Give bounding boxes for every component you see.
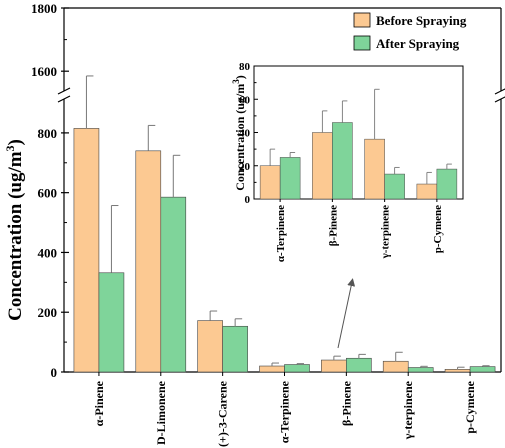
chart-legend: Before Spraying After Spraying [353,12,467,51]
legend-label-after: After Spraying [376,36,460,51]
bar-after-spraying [284,364,310,373]
inset-x-category-label: β-Pinene [327,205,339,246]
inset-bar-after-spraying [279,157,301,200]
bar-after-spraying [346,357,372,373]
bar-before-spraying [321,359,347,373]
x-category-label: p-Cymene [463,380,477,433]
inset-plot-layer: 0 20 40 60 80 α-Terpinene β-Pinene γ-terpinene p… [239,61,464,262]
inset-bar-before-spraying [312,132,333,200]
inset-bar-before-spraying [416,183,438,200]
bar-before-spraying [382,360,409,373]
inset-pointer-arrow [337,278,356,349]
x-category-label: D-Limonene [154,380,168,445]
axis-break-mark-right [494,88,505,95]
bar-after-spraying [469,366,496,373]
y-tick-label: 400 [38,245,58,260]
bar-after-spraying [222,325,248,373]
inset-x-category-label: α-Terpinene [275,205,287,262]
inset-x-category-label: γ-terpinene [380,205,392,260]
bar-after-spraying [160,196,187,373]
x-category-label: (+)-3-Carene [216,380,230,447]
bar-after-spraying [407,367,434,373]
bar-before-spraying [135,150,162,373]
inset-y-tick-label: 20 [239,161,251,173]
x-category-label: β-Pinene [339,380,353,426]
inset-bar-before-spraying [259,165,281,200]
bar-before-spraying [444,369,471,373]
inset-y-tick-label: 60 [239,94,251,106]
bar-before-spraying [259,365,285,373]
inset-bar-after-spraying [332,122,353,200]
inset-x-category-label: p-Cymene [432,205,444,253]
axis-break-mark-right [494,96,505,103]
inset-y-tick-label: 80 [239,61,251,73]
axis-break-mark-left [57,87,71,95]
inset-bar-before-spraying [364,138,385,200]
inset-bar-after-spraying [436,168,458,200]
bar-after-spraying [98,272,125,373]
y-tick-label: 200 [38,305,58,320]
bar-before-spraying [197,320,223,373]
y-axis-label: Concentration (ug/m3) [3,139,26,321]
inset-y-tick-label: 40 [239,128,251,140]
inset-bar-after-spraying [384,173,405,200]
y-tick-label: 1800 [31,1,57,16]
bar-before-spraying [73,128,100,373]
y-tick-label: 800 [38,126,58,141]
inset-y-axis-label: Concentration (ug/m3) [231,75,247,191]
legend-label-before: Before Spraying [376,13,467,28]
y-tick-label: 0 [51,365,58,380]
x-category-label: γ-terpinene [401,380,415,440]
legend-swatch-before [353,12,371,28]
x-category-label: α-Terpinene [278,380,292,443]
axis-break-mark-left [57,95,71,103]
y-tick-label: 600 [38,186,58,201]
y-tick-label: 1600 [31,64,57,79]
legend-swatch-after [353,35,371,51]
x-category-label: α-Pinene [92,380,106,426]
inset-y-tick-label: 0 [245,194,251,206]
